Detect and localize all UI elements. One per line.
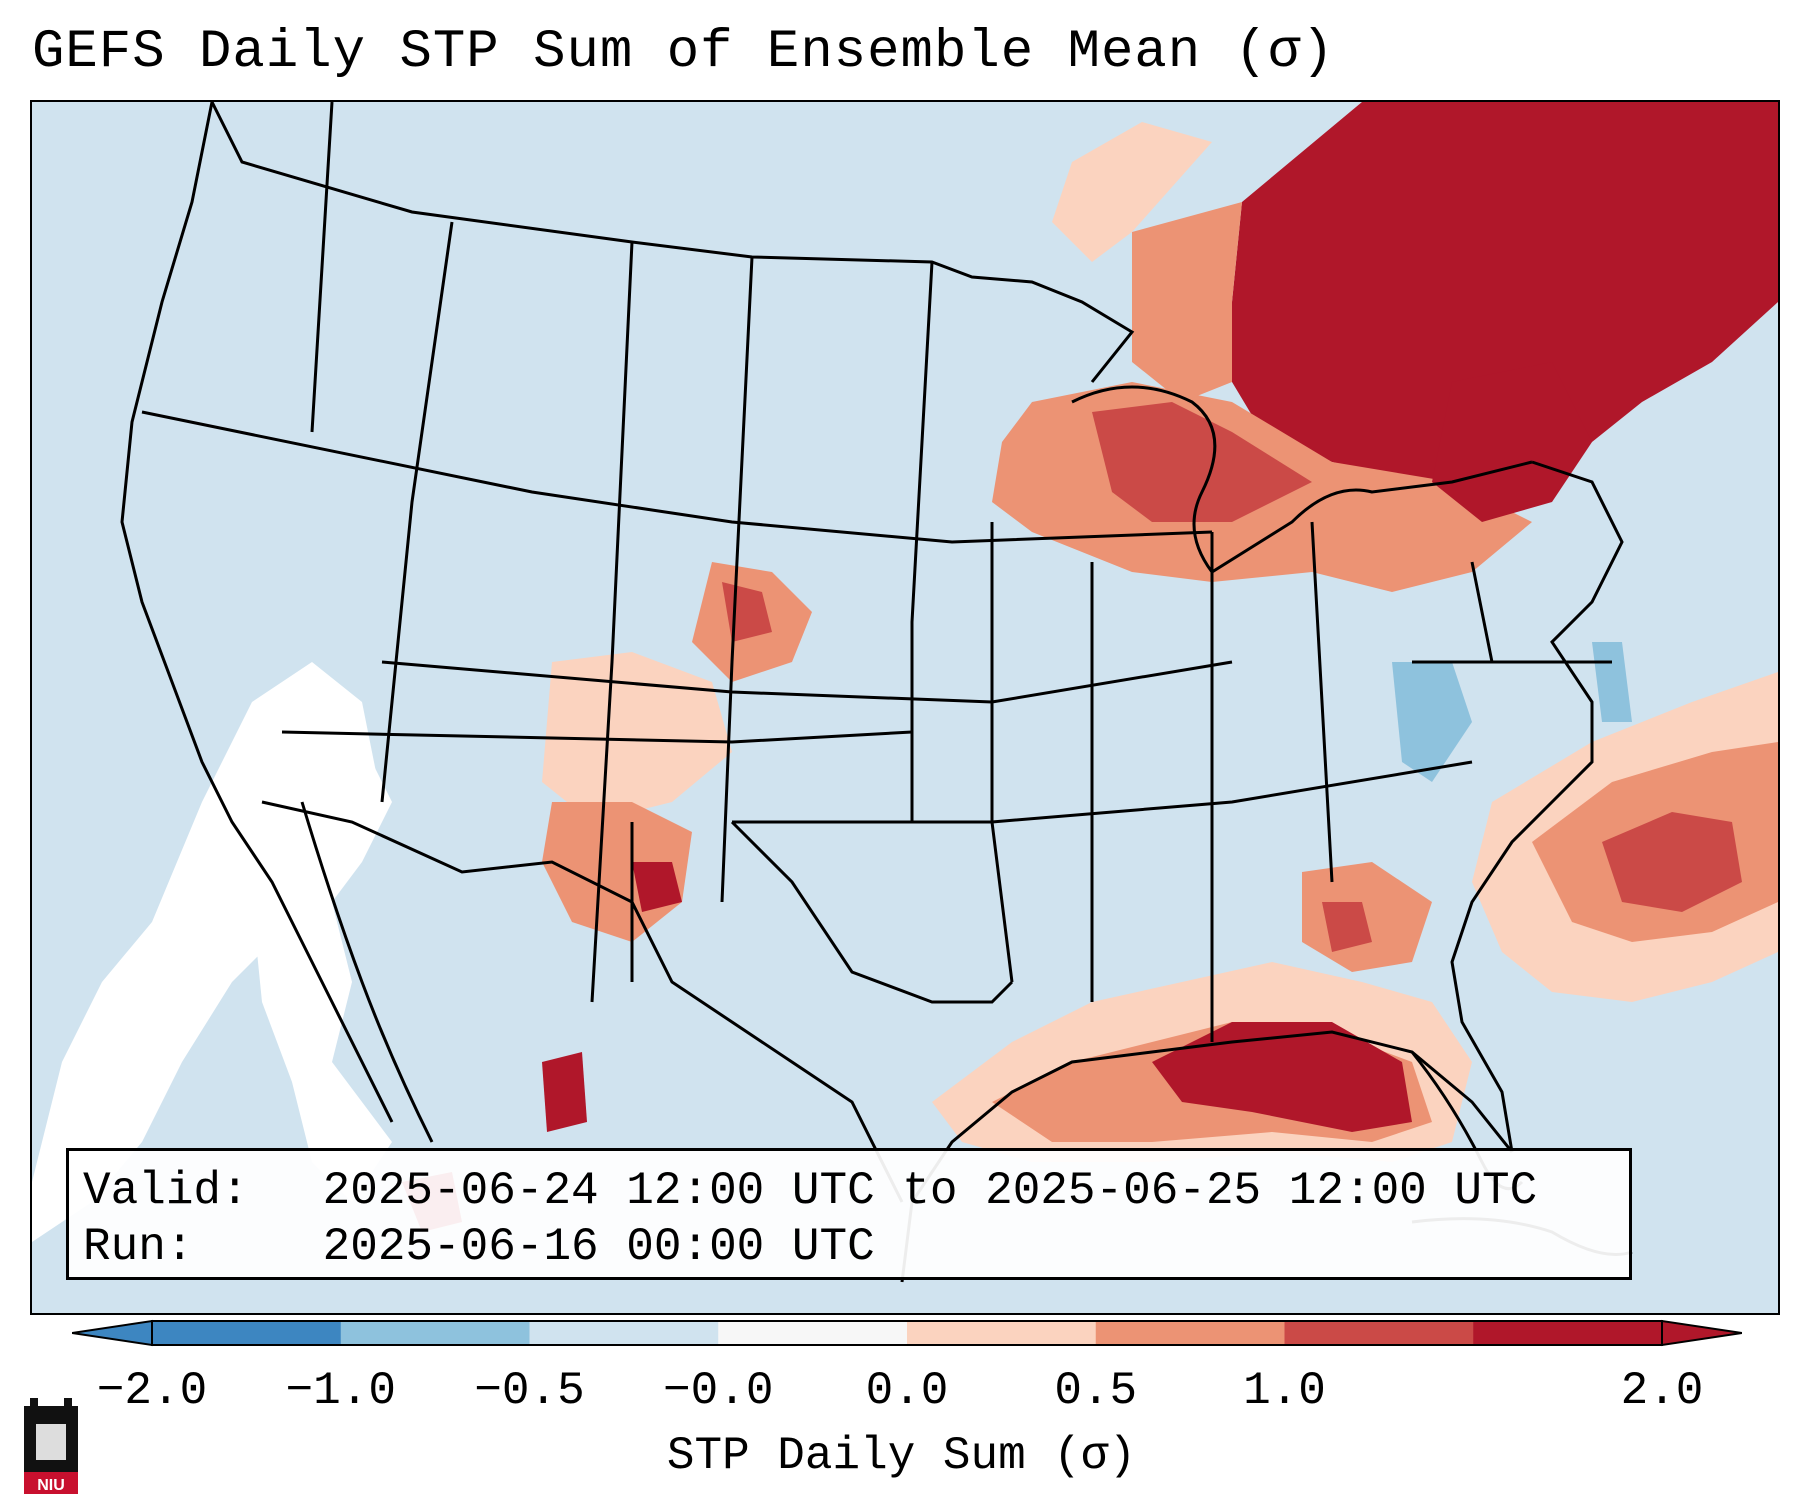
positive-area-canada-east [1232, 102, 1778, 482]
great-lakes-coast [1071, 385, 1533, 575]
map-svg [32, 102, 1778, 1283]
chart-title: GEFS Daily STP Sum of Ensemble Mean (σ) [32, 22, 1335, 83]
valid-label: Valid: [83, 1165, 249, 1217]
colorbar-bin [529, 1321, 719, 1345]
colorbar-tick-label: 1.0 [1243, 1365, 1326, 1417]
colorbar-bin [718, 1321, 908, 1345]
colorbar-bin [1473, 1321, 1663, 1345]
east-coast [1450, 460, 1624, 1153]
colorbar-bin [152, 1321, 342, 1345]
colorbar-bin [1284, 1321, 1474, 1345]
colorbar [72, 1319, 1742, 1347]
valid-value: 2025-06-24 12:00 UTC to 2025-06-25 12:00… [322, 1165, 1538, 1217]
positive-area-southeast [1302, 862, 1432, 972]
positive-area-gulf-core [1152, 1022, 1412, 1132]
negative-area-midatlantic [1592, 642, 1632, 722]
positive-area-canada-east-light [1052, 122, 1212, 262]
us-canada-border [210, 102, 1135, 383]
colorbar-bin [1095, 1321, 1285, 1345]
map-panel[interactable] [30, 100, 1780, 1315]
run-label: Run: [83, 1221, 194, 1273]
colorbar-tick-label: −2.0 [96, 1365, 208, 1417]
rockies-borders [310, 102, 934, 1003]
eastern-borders [990, 521, 1612, 1042]
run-value: 2025-06-16 00:00 UTC [322, 1221, 875, 1273]
positive-area-great-lakes-core [1092, 402, 1312, 522]
texas-outline [630, 820, 1014, 1004]
positive-area-georgia [1322, 902, 1372, 952]
colorbar-bin [340, 1321, 530, 1345]
positive-area-sonora [542, 1052, 587, 1132]
colorbar-tick-label: −0.5 [474, 1365, 585, 1417]
stp-field-layer [32, 102, 1778, 1242]
baja-peninsula [300, 801, 434, 1143]
colorbar-bin [907, 1321, 1097, 1345]
colorbar-tick-label: −1.0 [285, 1365, 396, 1417]
colorbar-label: STP Daily Sum (σ) [666, 1430, 1137, 1482]
plains-borders [141, 410, 1473, 824]
positive-area-new-mexico-core [632, 862, 682, 912]
niu-logo: NIU [24, 1398, 78, 1494]
colorbar-tick-label: −0.0 [663, 1365, 774, 1417]
negative-area-appalachia [1392, 662, 1472, 782]
positive-area-canada-east-fringe [1132, 202, 1242, 402]
neutral-area-baja [252, 702, 392, 1202]
mexico-border [261, 800, 904, 1203]
colorbar-bins [152, 1321, 1663, 1345]
positive-area-colorado [542, 652, 732, 822]
colorbar-tick-label: 2.0 [1620, 1365, 1704, 1417]
positive-area-atlantic-core [1602, 812, 1742, 912]
colorbar-extend-max [1661, 1319, 1742, 1347]
colorbar-outline [151, 1320, 1663, 1346]
west-coast [120, 102, 394, 1123]
info-box: Valid: 2025-06-24 12:00 UTC to 2025-06-2… [66, 1148, 1632, 1280]
colorbar-extend-min [72, 1319, 153, 1347]
positive-area-ontario-dark [1432, 362, 1592, 522]
logo-text: NIU [37, 1477, 65, 1494]
colorbar-tick-label: 0.0 [865, 1365, 949, 1417]
colorbar-tick-label: 0.5 [1054, 1365, 1138, 1417]
